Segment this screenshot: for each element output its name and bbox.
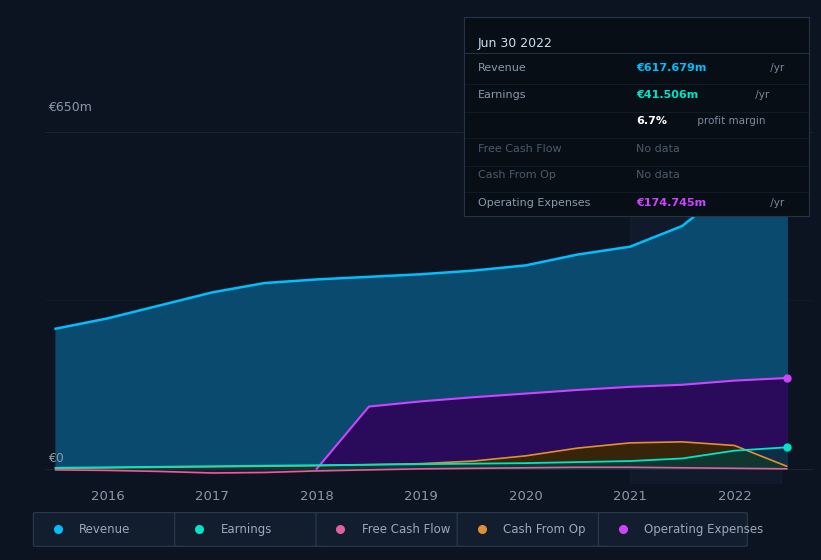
Text: Free Cash Flow: Free Cash Flow	[362, 523, 450, 536]
Text: Earnings: Earnings	[478, 90, 526, 100]
Text: €174.745m: €174.745m	[636, 198, 706, 208]
FancyBboxPatch shape	[316, 512, 465, 547]
Text: Earnings: Earnings	[221, 523, 272, 536]
Bar	[630, 95, 782, 484]
Text: Cash From Op: Cash From Op	[478, 170, 556, 180]
Text: Operating Expenses: Operating Expenses	[478, 198, 590, 208]
Text: No data: No data	[636, 170, 680, 180]
Text: €41.506m: €41.506m	[636, 90, 699, 100]
Text: Revenue: Revenue	[80, 523, 131, 536]
Text: No data: No data	[636, 144, 680, 154]
Text: €617.679m: €617.679m	[636, 63, 707, 73]
Text: profit margin: profit margin	[695, 116, 766, 126]
FancyBboxPatch shape	[599, 512, 747, 547]
Text: /yr: /yr	[767, 63, 784, 73]
FancyBboxPatch shape	[457, 512, 606, 547]
Text: €0: €0	[48, 452, 64, 465]
FancyBboxPatch shape	[175, 512, 323, 547]
Text: Cash From Op: Cash From Op	[503, 523, 585, 536]
Text: /yr: /yr	[752, 90, 769, 100]
Text: €650m: €650m	[48, 101, 92, 114]
Text: 6.7%: 6.7%	[636, 116, 667, 126]
FancyBboxPatch shape	[34, 512, 182, 547]
Text: /yr: /yr	[767, 198, 784, 208]
Text: Operating Expenses: Operating Expenses	[644, 523, 764, 536]
Text: Revenue: Revenue	[478, 63, 526, 73]
Text: Free Cash Flow: Free Cash Flow	[478, 144, 562, 154]
Text: Jun 30 2022: Jun 30 2022	[478, 37, 553, 50]
